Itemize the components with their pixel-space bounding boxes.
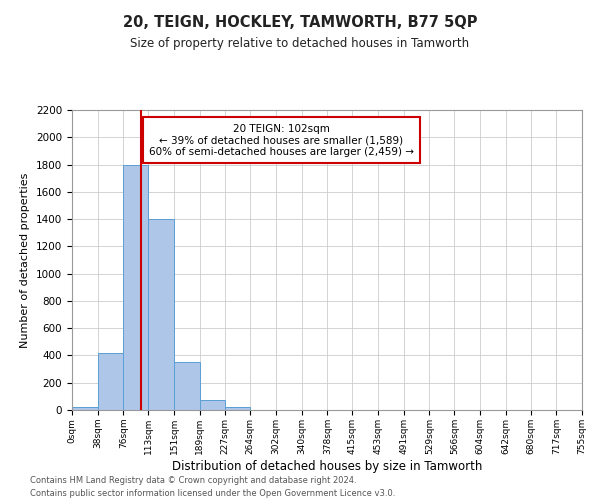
Bar [200, 400, 226, 410]
Bar [148, 219, 174, 410]
Text: Contains HM Land Registry data © Crown copyright and database right 2024.: Contains HM Land Registry data © Crown c… [30, 476, 356, 485]
Bar [98, 352, 124, 410]
X-axis label: Distribution of detached houses by size in Tamworth: Distribution of detached houses by size … [172, 460, 482, 472]
Text: 20 TEIGN: 102sqm
← 39% of detached houses are smaller (1,589)
60% of semi-detach: 20 TEIGN: 102sqm ← 39% of detached house… [149, 124, 414, 157]
Y-axis label: Number of detached properties: Number of detached properties [20, 172, 31, 348]
Text: 20, TEIGN, HOCKLEY, TAMWORTH, B77 5QP: 20, TEIGN, HOCKLEY, TAMWORTH, B77 5QP [123, 15, 477, 30]
Bar [174, 362, 200, 410]
Bar [72, 408, 98, 410]
Text: Size of property relative to detached houses in Tamworth: Size of property relative to detached ho… [130, 38, 470, 51]
Bar [226, 406, 250, 410]
Text: Contains public sector information licensed under the Open Government Licence v3: Contains public sector information licen… [30, 488, 395, 498]
Bar [124, 164, 148, 410]
